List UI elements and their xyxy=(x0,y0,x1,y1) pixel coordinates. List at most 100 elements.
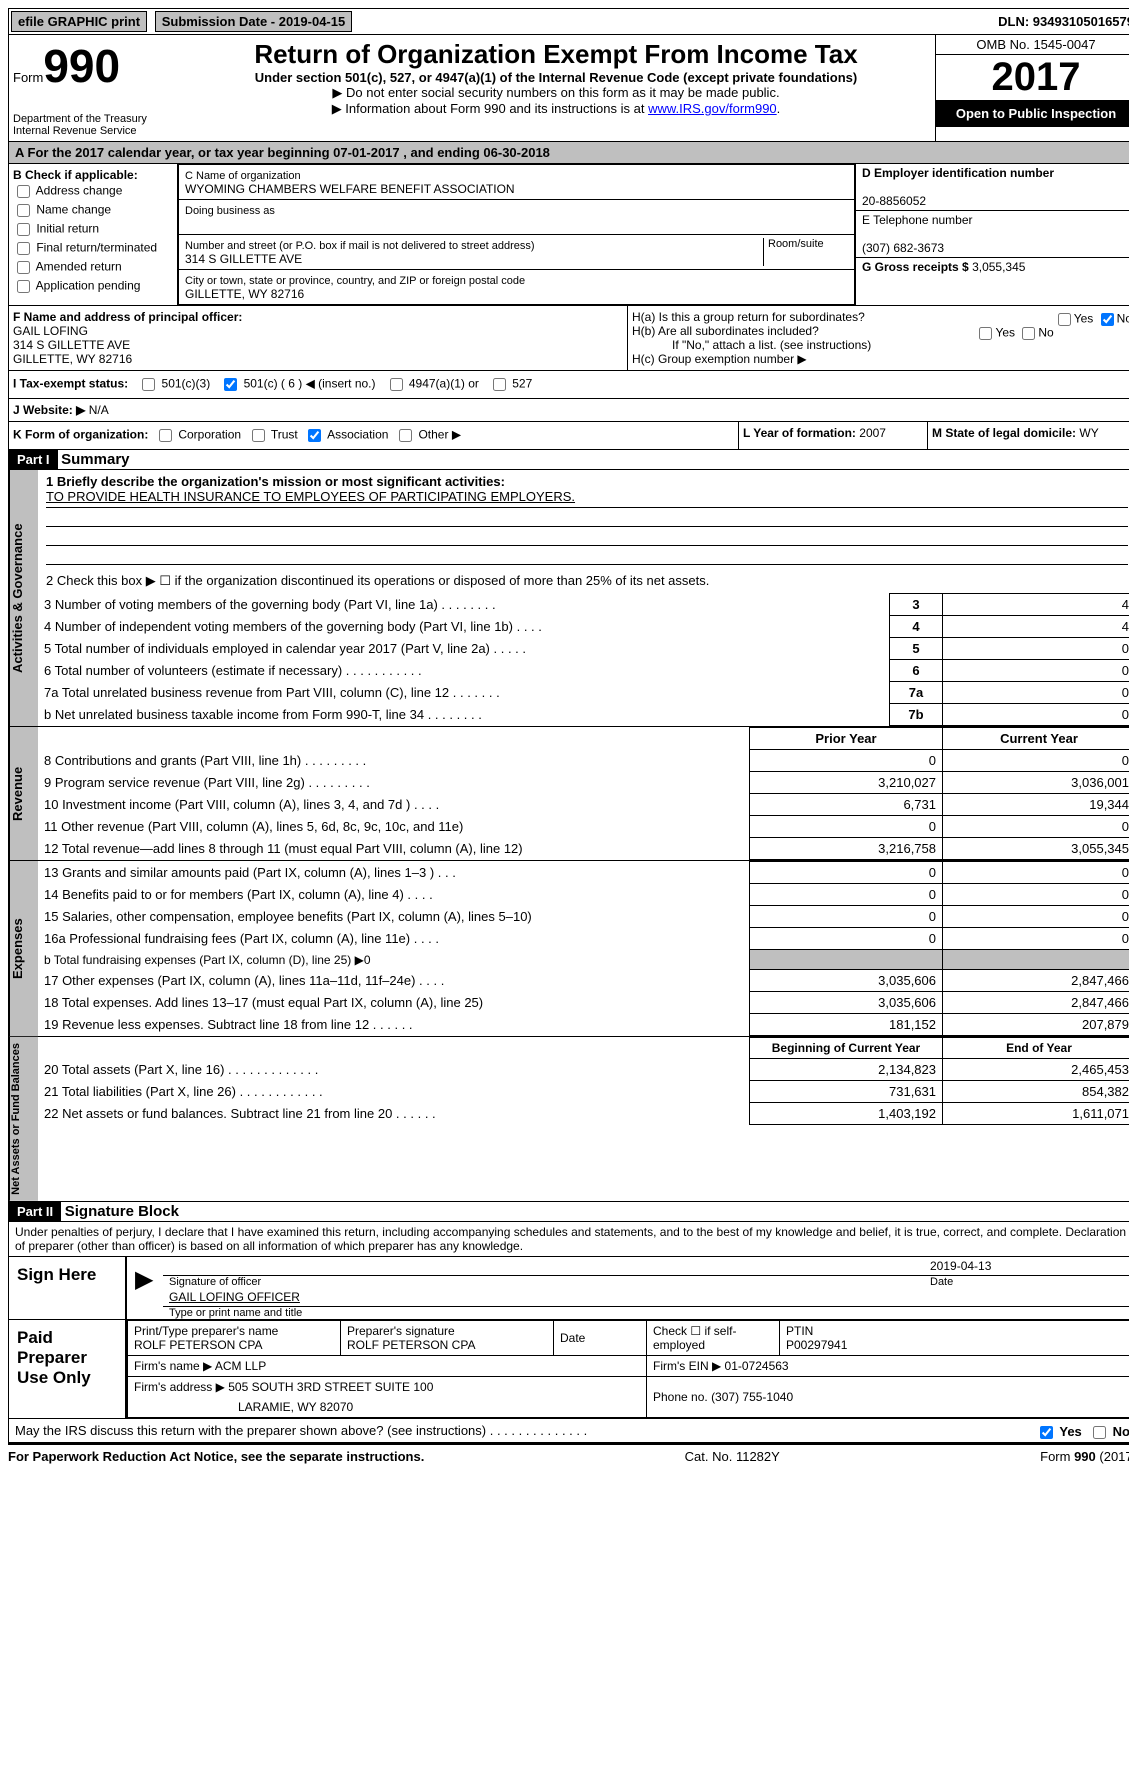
t: 18 Total expenses. Add lines 13–17 (must… xyxy=(38,992,750,1014)
c: 3,055,345 xyxy=(943,838,1129,860)
submission-btn[interactable]: Submission Date - 2019-04-15 xyxy=(155,11,353,32)
t: Firm's address ▶ xyxy=(134,1380,225,1394)
t: b Net unrelated business taxable income … xyxy=(38,704,890,726)
v: 4 xyxy=(943,594,1129,616)
governance-section: Activities & Governance 1 Briefly descri… xyxy=(8,470,1129,726)
discuss: May the IRS discuss this return with the… xyxy=(15,1423,587,1438)
table-row: 8 Contributions and grants (Part VIII, l… xyxy=(38,750,1129,772)
t: 4 Number of independent voting members o… xyxy=(38,616,890,638)
v: (307) 755-1040 xyxy=(711,1390,793,1404)
d-lbl: D Employer identification number xyxy=(862,166,1054,180)
note2: ▶ Information about Form 990 and its ins… xyxy=(332,101,648,116)
t: 22 Net assets or fund balances. Subtract… xyxy=(38,1103,750,1125)
t: 17 Other expenses (Part IX, column (A), … xyxy=(38,970,750,992)
officer-city: GILLETTE, WY 82716 xyxy=(13,352,132,366)
gov-table: 3 Number of voting members of the govern… xyxy=(38,593,1129,726)
table-row: 16a Professional fundraising fees (Part … xyxy=(38,928,1129,950)
paid-block: Paid Preparer Use Only Print/Type prepar… xyxy=(8,1320,1129,1419)
p: 0 xyxy=(750,816,943,838)
t: Final return/terminated xyxy=(36,241,157,255)
net-vbar: Net Assets or Fund Balances xyxy=(9,1037,38,1201)
cb-initial[interactable] xyxy=(17,223,30,236)
cb-amended[interactable] xyxy=(17,261,30,274)
cb-name[interactable] xyxy=(17,204,30,217)
table-row: 21 Total liabilities (Part X, line 26) .… xyxy=(38,1081,1129,1103)
net-table: Beginning of Current YearEnd of Year 20 … xyxy=(38,1037,1129,1125)
note1: ▶ Do not enter social security numbers o… xyxy=(181,85,931,101)
hb-yes[interactable] xyxy=(979,327,992,340)
i-501c3[interactable] xyxy=(142,378,155,391)
t: Firm's EIN ▶ xyxy=(653,1359,721,1373)
expenses-section: Expenses 13 Grants and similar amounts p… xyxy=(8,860,1129,1036)
c: 0 xyxy=(943,750,1129,772)
cb-address[interactable] xyxy=(17,185,30,198)
omb: OMB No. 1545-0047 xyxy=(936,35,1129,55)
open-inspection: Open to Public Inspection xyxy=(936,100,1129,127)
k-trust[interactable] xyxy=(252,429,265,442)
i-4947[interactable] xyxy=(390,378,403,391)
k-assoc[interactable] xyxy=(308,429,321,442)
m-lbl: M State of legal domicile: xyxy=(932,426,1076,440)
dept: Department of the Treasury Internal Reve… xyxy=(13,113,173,137)
v: 0 xyxy=(943,638,1129,660)
ein: 20-8856052 xyxy=(862,194,926,208)
table-row: b Net unrelated business taxable income … xyxy=(38,704,1129,726)
gov-vbar: Activities & Governance xyxy=(9,470,38,726)
t: b Total fundraising expenses (Part IX, c… xyxy=(38,950,750,970)
c: 3,036,001 xyxy=(943,772,1129,794)
n: 4 xyxy=(890,616,943,638)
p: 3,035,606 xyxy=(750,992,943,1014)
t: Application pending xyxy=(36,279,141,293)
discuss-no[interactable] xyxy=(1093,1426,1106,1439)
v: 505 SOUTH 3RD STREET SUITE 100 xyxy=(228,1380,433,1394)
i-527[interactable] xyxy=(493,378,506,391)
paid-lbl: Paid Preparer Use Only xyxy=(9,1320,127,1418)
table-row: 19 Revenue less expenses. Subtract line … xyxy=(38,1014,1129,1036)
k-other[interactable] xyxy=(399,429,412,442)
c: 2,465,453 xyxy=(943,1059,1129,1081)
t: 16a Professional fundraising fees (Part … xyxy=(38,928,750,950)
table-row: 18 Total expenses. Add lines 13–17 (must… xyxy=(38,992,1129,1014)
irs-link[interactable]: www.IRS.gov/form990 xyxy=(648,101,777,116)
c: 0 xyxy=(943,862,1129,884)
table-row: 12 Total revenue—add lines 8 through 11 … xyxy=(38,838,1129,860)
hb-no[interactable] xyxy=(1022,327,1035,340)
ftr-l: For Paperwork Reduction Act Notice, see … xyxy=(8,1449,424,1464)
py-hdr: Prior Year xyxy=(750,728,943,750)
t: 15 Salaries, other compensation, employe… xyxy=(38,906,750,928)
discuss-yes[interactable] xyxy=(1040,1426,1053,1439)
section-j: J Website: ▶ N/A xyxy=(8,399,1129,422)
ftr-r: Form 990 (2017) xyxy=(1040,1449,1129,1464)
k-corp[interactable] xyxy=(159,429,172,442)
c: 0 xyxy=(943,906,1129,928)
p: 0 xyxy=(750,862,943,884)
p: 0 xyxy=(750,906,943,928)
ha-yes[interactable] xyxy=(1058,313,1071,326)
t: 11 Other revenue (Part VIII, column (A),… xyxy=(38,816,750,838)
p: 181,152 xyxy=(750,1014,943,1036)
cb-final[interactable] xyxy=(17,242,30,255)
t: Association xyxy=(327,428,388,442)
section-a: A For the 2017 calendar year, or tax yea… xyxy=(8,142,1129,164)
table-row: 15 Salaries, other compensation, employe… xyxy=(38,906,1129,928)
p: 2,134,823 xyxy=(750,1059,943,1081)
bcy-hdr: Beginning of Current Year xyxy=(750,1038,943,1059)
t: Phone no. xyxy=(653,1390,708,1404)
efile-btn[interactable]: efile GRAPHIC print xyxy=(11,11,147,32)
t: Check ☐ if self-employed xyxy=(647,1320,780,1355)
sign-block: Sign Here ▶ 2019-04-13 Signature of offi… xyxy=(8,1257,1129,1320)
i-501c[interactable] xyxy=(224,378,237,391)
t: Trust xyxy=(271,428,298,442)
t: 10 Investment income (Part VIII, column … xyxy=(38,794,750,816)
n: 6 xyxy=(890,660,943,682)
gross: 3,055,345 xyxy=(972,260,1025,274)
ha-no[interactable] xyxy=(1101,313,1114,326)
c-name-lbl: C Name of organization xyxy=(185,170,301,182)
subtitle: Under section 501(c), 527, or 4947(a)(1)… xyxy=(181,70,931,85)
v: P00297941 xyxy=(786,1338,847,1352)
ftr-c: Cat. No. 11282Y xyxy=(685,1449,780,1464)
t: 5 Total number of individuals employed i… xyxy=(38,638,890,660)
exp-table: 13 Grants and similar amounts paid (Part… xyxy=(38,861,1129,1036)
cb-pending[interactable] xyxy=(17,280,30,293)
form-label: Form xyxy=(13,70,43,85)
